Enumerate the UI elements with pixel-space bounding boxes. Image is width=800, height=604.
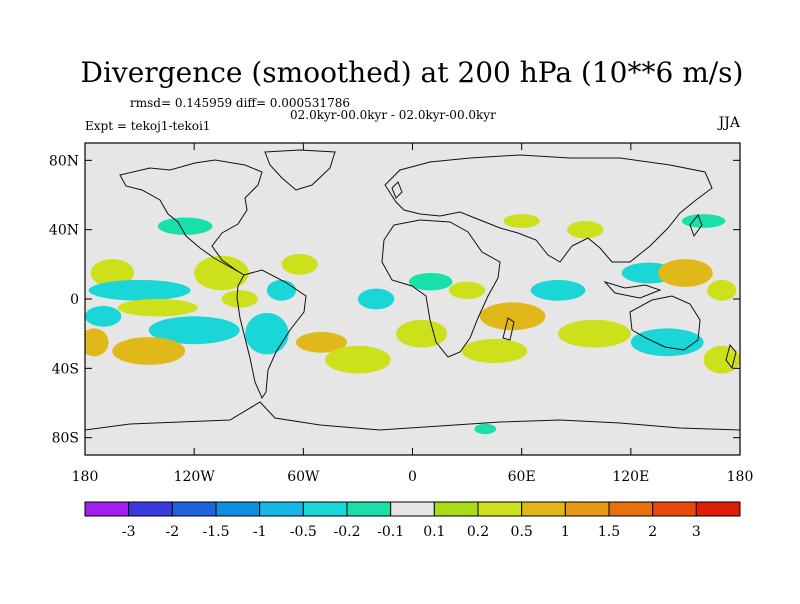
colorbar-swatch	[477, 501, 523, 517]
chart-title: Divergence (smoothed) at 200 hPa (10**6 …	[81, 56, 744, 89]
map-background	[85, 143, 740, 455]
coast-japan	[689, 214, 703, 238]
colorbar-label: 1.5	[598, 524, 620, 540]
x-tick-label: 120E	[612, 469, 649, 485]
coast-uk	[391, 181, 403, 199]
colorbar-swatch	[346, 501, 392, 517]
y-tick-label: 40S	[52, 361, 79, 377]
colorbar-swatch	[652, 501, 697, 517]
field-region-3	[148, 316, 240, 345]
y-tick-label: 80N	[49, 153, 79, 169]
x-tick-label: 0	[408, 469, 417, 485]
field-region-19	[479, 302, 546, 331]
coast-greenland	[264, 149, 336, 191]
y-tick-label: 80S	[52, 431, 79, 447]
stats-label: rmsd= 0.145959 diff= 0.000531786	[130, 96, 350, 110]
coast-africa	[381, 219, 501, 358]
colorbar-label: 0.1	[423, 524, 445, 540]
colorbar-label: 0.2	[467, 524, 489, 540]
colorbar-label: -0.5	[290, 524, 317, 540]
y-tick-label: 0	[70, 292, 79, 308]
colorbar-label: 3	[692, 524, 701, 540]
colorbar-label: -0.1	[377, 524, 404, 540]
coast-australia	[629, 295, 701, 351]
field-region-21	[530, 279, 586, 301]
field-region-2	[117, 299, 198, 317]
colorbar-swatch	[259, 501, 304, 517]
colorbar-swatch	[521, 501, 566, 517]
field-region-14	[357, 288, 395, 310]
field-region-12	[296, 331, 347, 353]
colorbar-label: -1	[253, 524, 267, 540]
field-region-0	[90, 259, 135, 287]
field-region-31	[474, 423, 497, 435]
coast-south-america	[236, 269, 307, 400]
colorbar-swatch	[390, 501, 435, 517]
field-region-8	[221, 290, 258, 308]
field-region-17	[408, 273, 453, 291]
x-tick-label: 180	[727, 469, 754, 485]
field-region-10	[266, 279, 297, 301]
colorbar-label: 2	[648, 524, 657, 540]
field-region-22	[558, 319, 631, 348]
field-region-1	[88, 279, 191, 301]
x-axis: 180 120W 60W 0 60E 120E 180	[72, 143, 754, 485]
coast-antarctica	[85, 401, 740, 431]
colorbar-swatch	[128, 501, 173, 517]
field-region-5	[85, 328, 109, 357]
field-region-9	[245, 312, 289, 355]
colorbar-swatch	[608, 501, 654, 517]
colorbar-swatch	[215, 501, 261, 517]
x-tick-label: 60W	[287, 469, 320, 485]
colorbar-swatch	[564, 501, 610, 517]
colorbar-label: -1.5	[203, 524, 230, 540]
field-region-29	[567, 221, 604, 239]
colorbar-label: 1	[561, 524, 570, 540]
colorbar: -3 -2 -1.5 -1 -0.5 -0.2 -0.1 0.1 0.2 0.5 1 1.5 2 3	[84, 501, 741, 540]
colorbar-swatch	[433, 501, 479, 517]
field-region-16	[157, 217, 213, 235]
coast-eurasia	[384, 154, 713, 263]
colorbar-label: -3	[122, 524, 136, 540]
divergence-field	[85, 214, 740, 435]
field-region-28	[503, 214, 540, 228]
field-region-15	[396, 319, 448, 348]
field-region-18	[448, 281, 486, 299]
coast-indonesia	[603, 281, 662, 299]
x-tick-label: 180	[72, 469, 99, 485]
colorbar-swatch	[302, 501, 348, 517]
season-label: JJA	[717, 115, 741, 131]
field-region-4	[85, 305, 122, 327]
x-tick-label: 60E	[508, 469, 536, 485]
coast-new-zealand	[725, 343, 737, 370]
colorbar-swatch	[171, 501, 217, 517]
period-label: 02.0kyr-00.0kyr - 02.0kyr-00.0kyr	[290, 108, 496, 122]
field-region-11	[281, 253, 318, 275]
field-region-25	[707, 279, 737, 301]
y-tick-label: 40N	[49, 223, 79, 239]
colorbar-label: -2	[166, 524, 180, 540]
colorbar-swatch	[695, 501, 741, 517]
field-region-30	[681, 214, 726, 228]
colorbar-label: 0.5	[511, 524, 533, 540]
x-tick-label: 120W	[174, 469, 216, 485]
field-region-20	[461, 338, 528, 364]
colorbar-swatch	[84, 501, 130, 517]
coast-north-america	[119, 159, 263, 276]
field-region-6	[112, 337, 186, 365]
coastlines	[85, 149, 740, 431]
coast-madagascar	[502, 317, 515, 341]
field-region-24	[658, 259, 713, 287]
colorbar-label: -0.2	[334, 524, 361, 540]
field-region-13	[325, 345, 391, 374]
experiment-label: Expt = tekoj1-tekoi1	[85, 119, 210, 133]
field-region-26	[630, 328, 704, 357]
y-axis: 80N 40N 0 40S 80S	[49, 153, 740, 447]
field-region-7	[194, 255, 249, 291]
